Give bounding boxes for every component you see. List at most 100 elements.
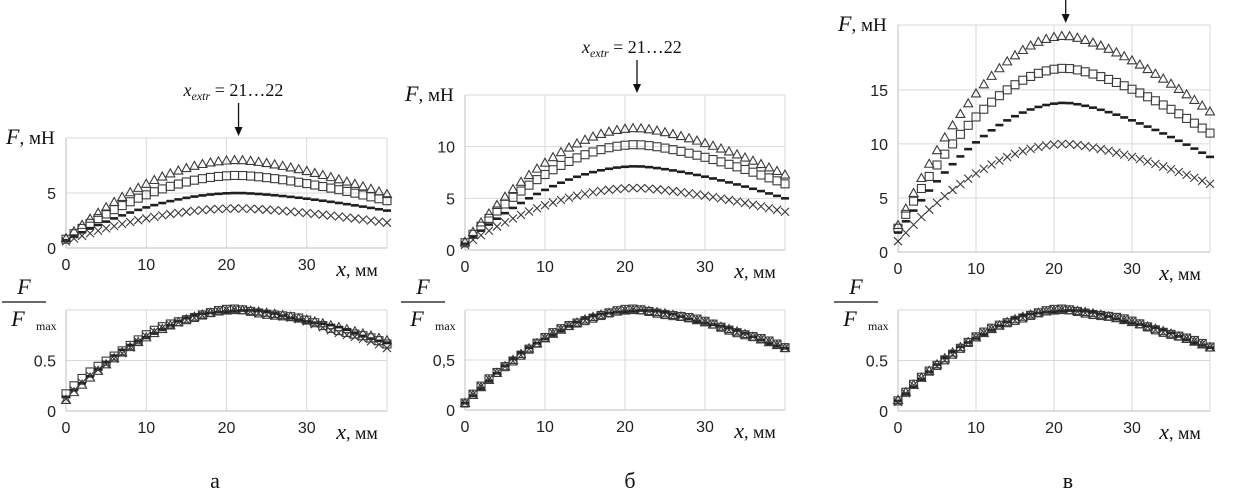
marker-triangle [691, 314, 703, 325]
marker-triangle [245, 155, 257, 165]
marker-cross [1026, 144, 1035, 154]
marker-cross [644, 184, 654, 194]
y-axis-label-unit: , мН [418, 85, 454, 106]
marker-square [85, 218, 95, 228]
marker-cross [1002, 152, 1012, 162]
marker-triangle [611, 124, 623, 135]
marker-triangle [1032, 36, 1044, 46]
marker-square [524, 344, 534, 354]
marker-triangle [100, 358, 112, 369]
marker-cross [708, 319, 718, 329]
marker-cross [318, 210, 328, 220]
extremum-annotation: xextr = 21…22 [581, 37, 682, 60]
y-axis-label-denominator: F [10, 306, 25, 331]
x-axis-label-var: x [733, 418, 744, 443]
marker-triangle [1181, 88, 1193, 99]
marker-cross [764, 203, 774, 213]
marker-cross [358, 215, 368, 224]
marker-square [901, 387, 911, 397]
series-cross [61, 304, 392, 404]
marker-cross [125, 217, 135, 227]
marker-cross [1205, 342, 1215, 352]
marker-square [229, 170, 240, 181]
marker-cross [230, 304, 239, 314]
x-axis-label-unit: , мм [1169, 264, 1201, 284]
series-cross [61, 204, 392, 246]
marker-square [492, 206, 502, 216]
marker-triangle [140, 178, 152, 188]
x-axis-label: x, мм [335, 419, 378, 444]
marker-triangle [947, 119, 959, 130]
marker-cross [1088, 143, 1098, 152]
x-axis-label-var: x [1158, 260, 1169, 285]
figure-label-b: б [624, 468, 635, 493]
marker-triangle [993, 62, 1005, 73]
marker-cross [909, 220, 918, 230]
marker-square [1033, 68, 1043, 78]
marker-cross [524, 207, 534, 216]
marker-triangle [507, 183, 519, 194]
marker-cross [1166, 164, 1176, 174]
marker-cross [940, 356, 950, 365]
marker-cross [350, 332, 360, 342]
marker-cross [971, 332, 981, 342]
marker-cross [1080, 141, 1090, 151]
marker-square [924, 171, 934, 181]
marker-cross [540, 200, 550, 210]
marker-cross [963, 174, 973, 184]
marker-cross [1143, 322, 1152, 332]
x-axis-label-var: x [335, 419, 346, 444]
annotation-sub: extr [192, 89, 211, 103]
marker-cross [1096, 144, 1106, 154]
marker-square [708, 154, 718, 165]
marker-cross [93, 365, 103, 375]
marker-cross [165, 209, 175, 219]
chart-v-bottom: 0 10 20 30 0 0.5 x, мм FF max [834, 274, 1216, 444]
marker-triangle [1017, 44, 1029, 55]
marker-triangle [531, 163, 543, 173]
y-tick-label: 0 [879, 404, 888, 421]
marker-cross [492, 222, 502, 231]
marker-square [684, 148, 694, 158]
marker-square [484, 213, 494, 223]
marker-cross [564, 193, 574, 203]
marker-square [979, 104, 989, 114]
marker-square [165, 181, 175, 191]
marker-cross [652, 184, 662, 194]
marker-triangle [1188, 336, 1200, 346]
x-tick-label: 0 [461, 259, 470, 276]
marker-cross [326, 325, 336, 335]
marker-square [948, 139, 958, 149]
marker-square [366, 192, 376, 202]
marker-cross [61, 394, 71, 404]
x-tick-label: 30 [298, 420, 316, 437]
marker-square [476, 381, 486, 391]
marker-square [1002, 85, 1012, 95]
marker-cross [1158, 162, 1168, 171]
marker-square [254, 172, 264, 182]
marker-square [1150, 96, 1160, 106]
marker-square [181, 177, 191, 187]
marker-cross [1174, 167, 1184, 177]
marker-square [548, 165, 558, 175]
marker-cross [995, 156, 1004, 165]
marker-square [987, 97, 997, 107]
marker-cross [190, 313, 199, 323]
marker-cross [948, 350, 957, 360]
x-tick-label: 10 [137, 257, 155, 274]
x-tick-label: 30 [696, 419, 714, 436]
marker-cross [69, 386, 79, 395]
marker-cross [1166, 329, 1176, 339]
marker-cross [302, 208, 312, 218]
y-tick-label: 5 [446, 191, 455, 208]
marker-triangle [172, 164, 184, 175]
marker-cross [149, 212, 159, 222]
marker-cross [676, 187, 686, 197]
marker-cross [1088, 310, 1098, 319]
marker-cross [1065, 305, 1074, 315]
marker-triangle [1048, 304, 1060, 315]
y-tick-label: 0,5 [433, 353, 455, 370]
marker-square [109, 205, 119, 215]
marker-cross [1151, 325, 1160, 335]
marker-cross [366, 216, 376, 225]
